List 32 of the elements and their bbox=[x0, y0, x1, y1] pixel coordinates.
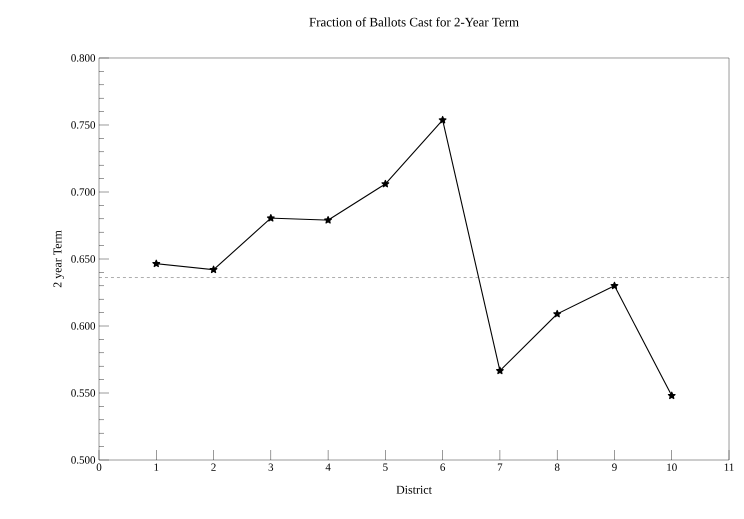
point bbox=[381, 180, 390, 188]
x-tick-label: 5 bbox=[383, 464, 388, 471]
x-tick-label: 7 bbox=[498, 464, 502, 471]
point bbox=[152, 260, 160, 268]
y-tick-label: 0.700 bbox=[71, 188, 96, 196]
x-tick-label: 4 bbox=[326, 464, 331, 471]
point bbox=[438, 116, 447, 124]
x-tick-label: 0 bbox=[96, 464, 102, 471]
x-tick-label: 8 bbox=[554, 464, 560, 471]
y-tick-label: 0.750 bbox=[71, 121, 96, 129]
y-tick-label: 0.500 bbox=[71, 456, 96, 464]
x-axis-title: District bbox=[396, 486, 432, 494]
x-tick-label: 3 bbox=[268, 464, 274, 471]
x-tick-label: 9 bbox=[612, 464, 617, 471]
point bbox=[210, 266, 218, 274]
chart-title: Fraction of Ballots Cast for 2-Year Term bbox=[309, 17, 519, 26]
point bbox=[553, 310, 562, 318]
x-tick-label: 1 bbox=[154, 464, 158, 471]
x-tick-label: 11 bbox=[724, 464, 734, 471]
x-tick-label: 2 bbox=[211, 464, 216, 471]
y-tick-label: 0.550 bbox=[71, 389, 96, 397]
y-tick-label: 0.650 bbox=[71, 255, 96, 263]
y-tick-label: 0.600 bbox=[71, 322, 96, 330]
y-axis-title: 2 year Term bbox=[53, 230, 64, 288]
point bbox=[266, 214, 275, 222]
y-tick-label: 0.800 bbox=[71, 54, 96, 62]
x-tick-label: 6 bbox=[440, 464, 446, 471]
point bbox=[668, 392, 676, 400]
point bbox=[324, 216, 332, 224]
point bbox=[496, 366, 504, 374]
point bbox=[610, 282, 618, 290]
x-tick-label: 10 bbox=[667, 464, 677, 471]
